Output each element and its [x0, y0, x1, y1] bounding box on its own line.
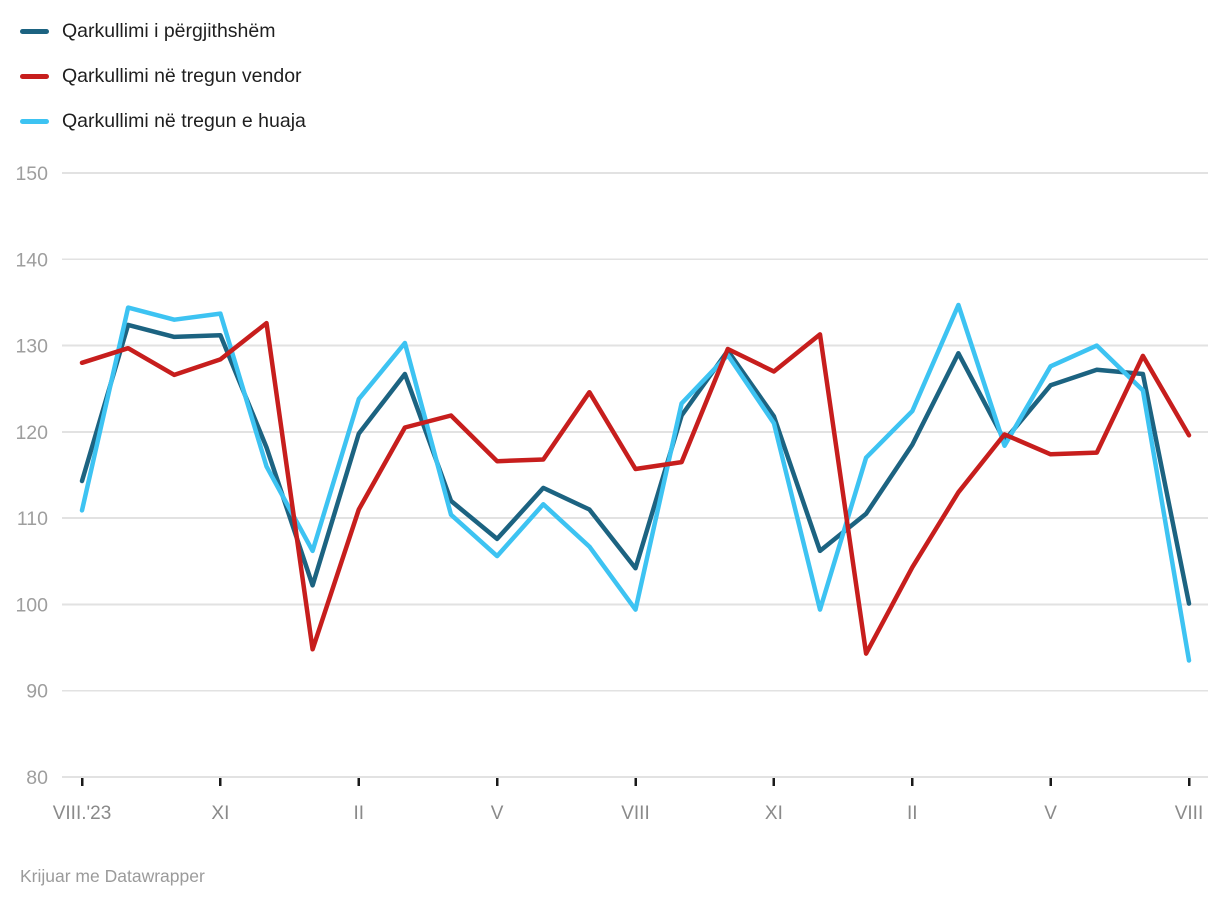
legend: Qarkullimi i përgjithshëm Qarkullimi në … — [20, 19, 306, 133]
series-line-1 — [79, 320, 1192, 656]
legend-item-foreign: Qarkullimi në tregun e huaja — [20, 109, 306, 133]
x-axis-label-12: VIII — [621, 803, 650, 824]
legend-item-total: Qarkullimi i përgjithshëm — [20, 19, 306, 43]
series-line-0 — [79, 322, 1192, 606]
y-axis-label-150: 150 — [15, 163, 48, 185]
x-axis-label-0: VIII.'23 — [53, 803, 112, 824]
series-line-2 — [79, 302, 1192, 663]
legend-label-total: Qarkullimi i përgjithshëm — [62, 19, 276, 42]
x-axis-label-6: II — [353, 803, 364, 824]
x-axis-label-18: II — [907, 803, 918, 824]
x-axis-label-3: XI — [211, 803, 229, 824]
y-axis-label-140: 140 — [15, 249, 48, 271]
x-axis-label-9: V — [491, 803, 504, 824]
legend-swatch-foreign — [20, 118, 49, 124]
y-axis-label-120: 120 — [15, 422, 48, 444]
y-axis-label-100: 100 — [15, 594, 48, 616]
y-axis-label-110: 110 — [17, 508, 48, 530]
legend-label-foreign: Qarkullimi në tregun e huaja — [62, 109, 306, 132]
y-axis-label-80: 80 — [26, 767, 48, 789]
y-axis-label-90: 90 — [26, 681, 48, 703]
x-axis-label-15: XI — [765, 803, 783, 824]
legend-item-domestic: Qarkullimi në tregun vendor — [20, 64, 306, 88]
attribution: Krijuar me Datawrapper — [20, 866, 205, 886]
legend-swatch-domestic — [20, 73, 49, 79]
y-axis-label-130: 130 — [15, 336, 48, 358]
legend-swatch-total — [20, 28, 49, 34]
x-axis-label-21: V — [1044, 803, 1057, 824]
legend-label-domestic: Qarkullimi në tregun vendor — [62, 64, 302, 87]
x-axis-label-24: VIII — [1175, 803, 1204, 824]
